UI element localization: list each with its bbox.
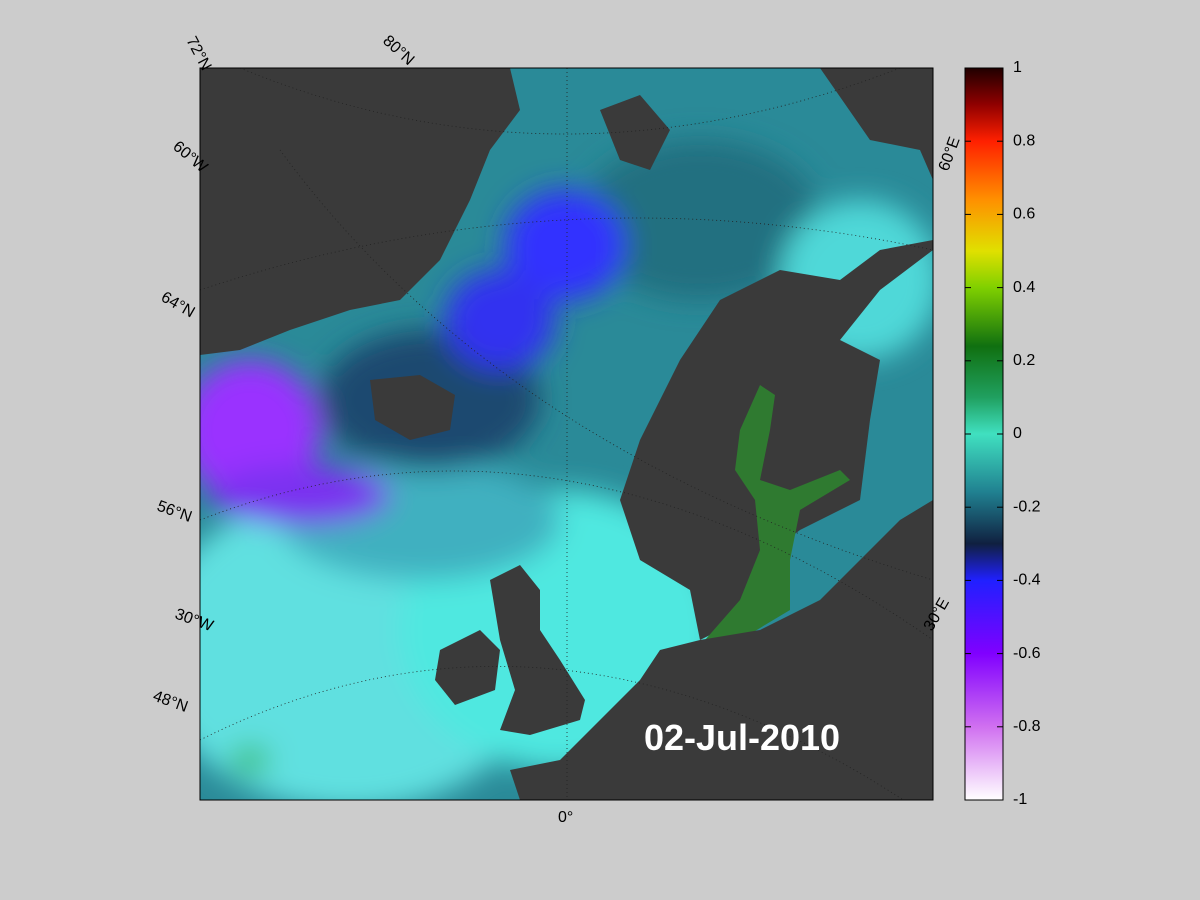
tick-label: -0.4 xyxy=(1013,572,1041,589)
tick-label: -0.6 xyxy=(1013,645,1041,662)
greenland xyxy=(200,68,520,355)
lon-label: 60°E xyxy=(936,135,964,174)
lat-label: 80°N xyxy=(379,32,417,69)
tick-label: -1 xyxy=(1013,791,1027,808)
baltic xyxy=(705,385,850,640)
iceland xyxy=(370,375,455,440)
ireland xyxy=(435,630,500,705)
europe xyxy=(510,500,933,800)
colorbar xyxy=(964,67,1004,801)
britain xyxy=(490,565,585,735)
lat-label: 48°N xyxy=(151,688,190,716)
lat-label: 72°N xyxy=(182,34,214,74)
tick-label: 1 xyxy=(1013,59,1022,76)
lat-label: 64°N xyxy=(158,289,197,322)
tick-label: 0.6 xyxy=(1013,206,1035,223)
graticule xyxy=(200,68,933,800)
tick-label: 0 xyxy=(1013,425,1022,442)
svalbard xyxy=(600,95,670,170)
tick-label: 0.4 xyxy=(1013,279,1035,296)
tick-label: 0.8 xyxy=(1013,132,1035,149)
lon-label: 0° xyxy=(558,809,573,826)
colorbar-ticks: 1 0.8 0.6 0.4 0.2 0 -0.2 -0.4 -0.6 -0.8 -1 xyxy=(965,59,1041,808)
scandinavia xyxy=(620,68,933,640)
lat-label: 56°N xyxy=(155,498,194,526)
map: 02-Jul-2010 xyxy=(200,68,933,800)
tick-label: -0.2 xyxy=(1013,498,1041,515)
map-frame xyxy=(199,67,934,801)
date-label: 02-Jul-2010 xyxy=(644,717,840,758)
tick-label: -0.8 xyxy=(1013,718,1041,735)
tick-label: 0.2 xyxy=(1013,352,1035,369)
